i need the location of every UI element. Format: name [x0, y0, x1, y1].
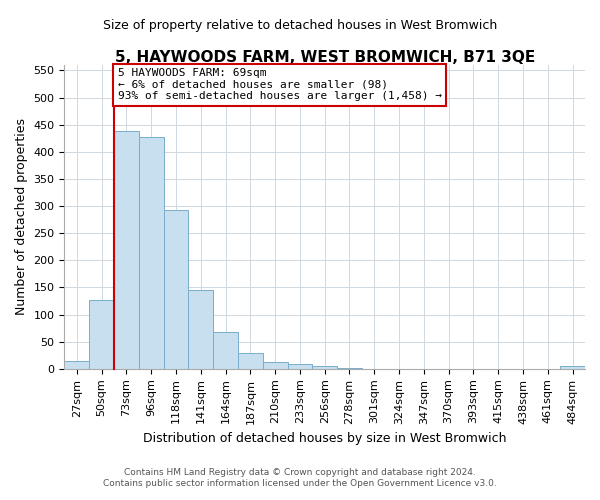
Bar [560, 366, 585, 369]
Bar [213, 332, 238, 369]
Title: 5, HAYWOODS FARM, WEST BROMWICH, B71 3QE: 5, HAYWOODS FARM, WEST BROMWICH, B71 3QE [115, 50, 535, 65]
Bar [89, 300, 114, 369]
Bar [114, 131, 139, 369]
Bar [139, 137, 164, 369]
Text: Size of property relative to detached houses in West Bromwich: Size of property relative to detached ho… [103, 20, 497, 32]
Bar [287, 364, 313, 369]
Bar [263, 362, 287, 369]
Text: 5 HAYWOODS FARM: 69sqm
← 6% of detached houses are smaller (98)
93% of semi-deta: 5 HAYWOODS FARM: 69sqm ← 6% of detached … [118, 68, 442, 101]
Bar [238, 352, 263, 369]
Bar [64, 360, 89, 369]
Bar [188, 290, 213, 369]
Bar [164, 210, 188, 369]
Bar [337, 368, 362, 369]
Bar [313, 366, 337, 369]
X-axis label: Distribution of detached houses by size in West Bromwich: Distribution of detached houses by size … [143, 432, 506, 445]
Y-axis label: Number of detached properties: Number of detached properties [15, 118, 28, 316]
Text: Contains HM Land Registry data © Crown copyright and database right 2024.
Contai: Contains HM Land Registry data © Crown c… [103, 468, 497, 487]
